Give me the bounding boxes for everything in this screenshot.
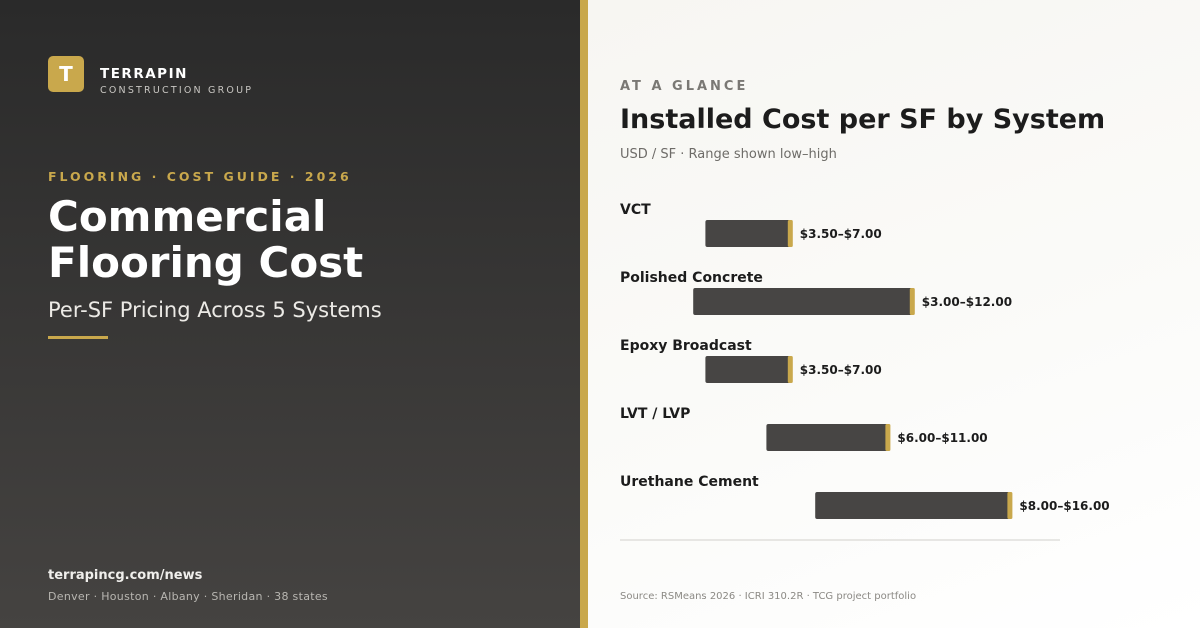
- range-bar: [815, 492, 1011, 519]
- range-value-label: $6.00–$11.00: [897, 431, 987, 445]
- chart-title: Installed Cost per SF by System: [620, 104, 1106, 135]
- range-high-marker: [909, 288, 915, 315]
- range-high-marker: [787, 220, 793, 247]
- range-value-label: $3.50–$7.00: [800, 227, 882, 241]
- brand-subtitle: CONSTRUCTION GROUP: [100, 85, 254, 96]
- range-value-label: $8.00–$16.00: [1019, 499, 1109, 513]
- range-bar: [705, 220, 791, 247]
- source-note: Source: RSMeans 2026 · ICRI 310.2R · TCG…: [620, 591, 917, 602]
- range-bar: [766, 424, 889, 451]
- headline-line-1: Commercial: [48, 192, 327, 241]
- range-bar: [693, 288, 913, 315]
- accent-rule: [48, 336, 108, 339]
- cost-range-chart: VCT $3.50–$7.00 Polished Concrete $3.00–$12…: [620, 202, 1110, 541]
- range-bar: [705, 356, 791, 383]
- chart-subtitle: USD / SF · Range shown low–high: [620, 147, 837, 162]
- panel-kicker: AT A GLANCE: [620, 79, 749, 94]
- brand-name: TERRAPIN: [100, 66, 188, 82]
- category-label: Urethane Cement: [620, 474, 759, 490]
- category-label: Epoxy Broadcast: [620, 338, 752, 354]
- range-high-marker: [885, 424, 891, 451]
- hero-panel: [0, 0, 580, 628]
- category-label: LVT / LVP: [620, 406, 690, 422]
- range-value-label: $3.50–$7.00: [800, 363, 882, 377]
- range-high-marker: [787, 356, 793, 383]
- headline-line-2: Flooring Cost: [48, 238, 364, 287]
- panel-divider: [580, 0, 588, 628]
- site-link[interactable]: terrapincg.com/news: [48, 568, 203, 583]
- subheadline: Per-SF Pricing Across 5 Systems: [48, 298, 382, 322]
- range-high-marker: [1007, 492, 1013, 519]
- category-label: Polished Concrete: [620, 270, 763, 286]
- headline: Commercial Flooring Cost: [48, 194, 548, 286]
- range-value-label: $3.00–$12.00: [922, 295, 1012, 309]
- brand-logo-mark: T: [48, 56, 84, 92]
- office-locations: Denver · Houston · Albany · Sheridan · 3…: [48, 590, 328, 603]
- eyebrow-text: FLOORING · COST GUIDE · 2026: [48, 169, 352, 184]
- category-label: VCT: [620, 202, 651, 218]
